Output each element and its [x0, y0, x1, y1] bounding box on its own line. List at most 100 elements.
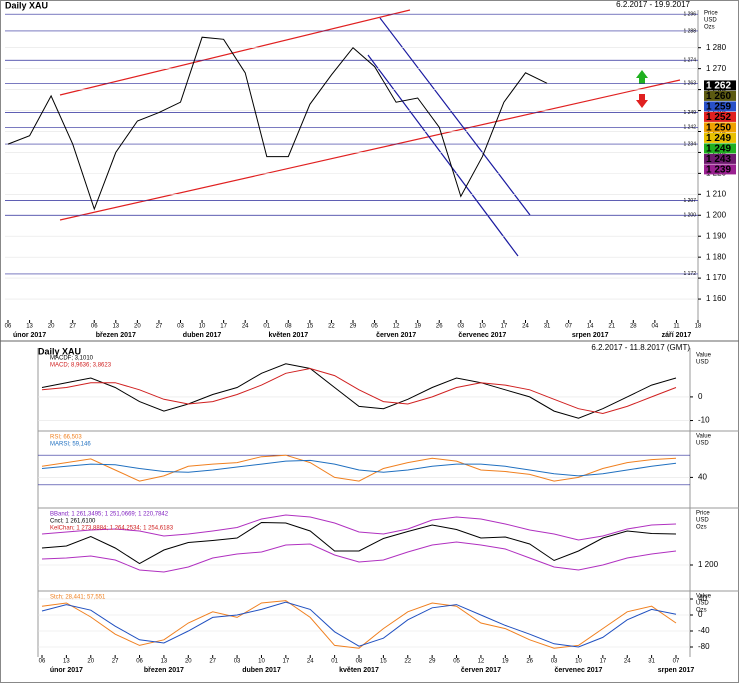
- series-line: [41, 521, 677, 565]
- trend-line: [367, 54, 519, 257]
- price-tag-label: 1 252: [706, 112, 731, 123]
- month-label: duben 2017: [242, 667, 281, 674]
- axis-header: Ozs: [704, 25, 715, 31]
- price-tag-label: 1 249: [706, 133, 731, 144]
- y-tick-label: 1 210: [706, 189, 727, 198]
- month-label: září 2017: [662, 332, 692, 339]
- x-tick-label: 17: [220, 324, 227, 330]
- month-label: květen 2017: [339, 667, 379, 674]
- x-tick-label: 20: [134, 324, 141, 330]
- date-range: 6.2.2017 - 19.9.2017: [616, 0, 690, 9]
- y-tick-label: 40: [698, 473, 707, 482]
- x-tick-label: 20: [48, 324, 55, 330]
- price-tag: [704, 164, 736, 175]
- x-tick-label: 03: [177, 324, 184, 330]
- x-tick-label: 17: [600, 659, 607, 665]
- x-tick-label: 03: [551, 659, 558, 665]
- x-tick-label: 08: [356, 659, 363, 665]
- x-tick-label: 21: [608, 324, 615, 330]
- axis-header: Value: [696, 353, 712, 359]
- x-tick-label: 11: [673, 324, 680, 330]
- level-label: 1 242: [683, 125, 696, 131]
- x-tick-label: 14: [587, 324, 594, 330]
- x-tick-label: 17: [283, 659, 290, 665]
- y-tick-label: 1 270: [706, 64, 727, 73]
- x-tick-label: 26: [526, 659, 533, 665]
- date-range: 6.2.2017 - 11.8.2017 (GMT): [591, 343, 690, 352]
- x-tick-label: 07: [565, 324, 572, 330]
- month-label: červenec 2017: [458, 332, 506, 339]
- price-tag-label: 1 250: [706, 123, 731, 134]
- legend-entry: MACD; 8,9636; 3,8623: [50, 363, 112, 369]
- trend-line: [59, 79, 681, 221]
- y-tick-label: 0: [698, 610, 703, 619]
- x-tick-label: 27: [156, 324, 163, 330]
- x-tick-label: 13: [63, 659, 70, 665]
- x-tick-label: 15: [307, 324, 314, 330]
- month-label: březen 2017: [144, 667, 184, 674]
- series-line: [41, 601, 677, 648]
- x-tick-label: 27: [69, 324, 76, 330]
- x-tick-label: 01: [263, 324, 270, 330]
- x-tick-label: 10: [479, 324, 486, 330]
- axis-header: Price: [704, 11, 718, 17]
- month-label: únor 2017: [50, 667, 83, 674]
- y-tick-label: 1 280: [706, 43, 727, 52]
- x-tick-label: 08: [285, 324, 292, 330]
- x-tick-label: 07: [673, 659, 680, 665]
- x-tick-label: 13: [112, 324, 119, 330]
- price-tag: [704, 101, 736, 112]
- x-tick-label: 24: [242, 324, 249, 330]
- month-label: duben 2017: [183, 332, 222, 339]
- price-tag: [704, 153, 736, 164]
- x-tick-label: 10: [575, 659, 582, 665]
- level-label: 1 249: [683, 110, 696, 116]
- x-tick-label: 15: [380, 659, 387, 665]
- price-tag-label: 1 262: [706, 81, 731, 92]
- axis-header: Ozs: [696, 525, 707, 531]
- x-tick-label: 13: [161, 659, 168, 665]
- y-tick-label: 0: [698, 392, 703, 401]
- y-tick-label: 1 180: [706, 252, 727, 261]
- price-tag: [704, 122, 736, 133]
- month-label: srpen 2017: [572, 332, 609, 339]
- legend-entry: Cncl; 1 261,6100: [50, 519, 96, 525]
- level-label: 1 288: [683, 28, 696, 34]
- level-label: 1 274: [683, 58, 696, 64]
- level-label: 1 200: [683, 213, 696, 219]
- x-tick-label: 22: [404, 659, 411, 665]
- x-tick-label: 20: [87, 659, 94, 665]
- x-tick-label: 10: [199, 324, 206, 330]
- series-line: [41, 514, 677, 541]
- legend-entry: BBand; 1 261,3495; 1 251,0669; 1 220,784…: [50, 512, 169, 518]
- month-label: únor 2017: [13, 332, 46, 339]
- x-tick-label: 19: [414, 324, 421, 330]
- x-tick-label: 10: [258, 659, 265, 665]
- series-line: [41, 459, 677, 477]
- y-tick-label: 1 170: [706, 273, 727, 282]
- axis-header: Price: [696, 511, 710, 517]
- price-tag: [704, 143, 736, 154]
- level-label: 1 207: [683, 198, 696, 204]
- legend-entry: RSI; 66,503: [50, 435, 82, 441]
- y-tick-label: -40: [698, 626, 710, 635]
- y-tick-label: 1 200: [706, 210, 727, 219]
- level-label: 1 234: [683, 141, 696, 147]
- month-label: červen 2017: [461, 667, 501, 674]
- y-tick-label: 1 190: [706, 231, 727, 240]
- price-tag-label: 1 243: [706, 154, 731, 165]
- axis-header: USD: [696, 601, 709, 607]
- x-tick-label: 20: [185, 659, 192, 665]
- axis-header: USD: [696, 360, 709, 366]
- axis-header: USD: [696, 441, 709, 447]
- y-tick-label: -10: [698, 416, 710, 425]
- x-tick-label: 06: [91, 324, 98, 330]
- x-tick-label: 05: [371, 324, 378, 330]
- legend-entry: MARSI; 59,146: [50, 442, 91, 448]
- chart-title: Daily XAU: [5, 0, 48, 10]
- y-tick-label: 1 200: [698, 560, 719, 569]
- axis-header: Value: [696, 594, 712, 600]
- x-tick-label: 29: [429, 659, 436, 665]
- level-label: 1 263: [683, 81, 696, 87]
